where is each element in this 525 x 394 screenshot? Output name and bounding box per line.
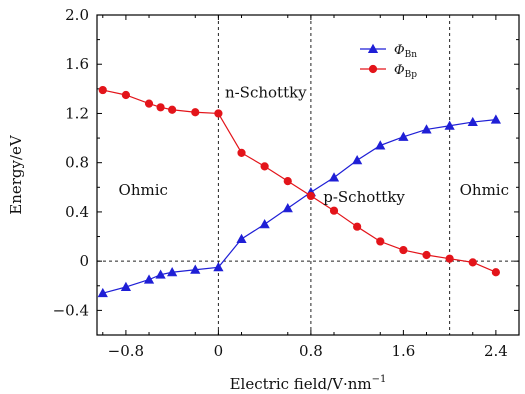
y-tick-label: −0.4 — [53, 301, 89, 319]
y-tick-label: 1.2 — [65, 104, 89, 122]
y-axis-title: Energy/eV — [7, 134, 25, 215]
data-point-bn — [167, 267, 178, 277]
data-point-bp — [144, 99, 154, 108]
data-point-bn — [97, 287, 108, 298]
y-tick-label: 2.0 — [65, 6, 89, 24]
x-tick-label: 0.8 — [299, 342, 323, 360]
legend-item-phi-bn: ΦBn — [360, 43, 417, 60]
data-point-bp — [399, 245, 408, 255]
y-tick-label: 0 — [79, 252, 89, 270]
data-point-bn — [259, 219, 270, 229]
region-labels: Ohmic n-Schottky p-Schottky Ohmic — [119, 84, 509, 207]
legend-label-subscript: Bp — [405, 70, 418, 80]
x-axis-title: Electric field/V·nm−1 — [230, 374, 387, 393]
plot-frame — [96, 14, 520, 336]
y-tick-label: 0.8 — [65, 154, 89, 172]
x-tick-label: 1.6 — [391, 342, 415, 360]
data-point-bp — [237, 148, 246, 157]
data-point-bp — [468, 258, 477, 267]
legend-label: ΦBn — [394, 43, 417, 60]
data-point-bp — [168, 105, 177, 114]
data-point-bp — [98, 85, 107, 95]
data-point-bn — [490, 114, 501, 124]
x-axis-title-exponent: −1 — [372, 374, 387, 385]
legend-marker — [368, 64, 378, 74]
x-tick-label: 2.4 — [484, 342, 508, 360]
x-axis-title-text: Electric field/V·nm — [230, 375, 372, 393]
reference-lines — [97, 15, 519, 335]
data-point-bp — [214, 109, 223, 118]
data-point-bn — [190, 264, 201, 274]
region-label: p-Schottky — [323, 188, 405, 206]
data-point-bp — [491, 268, 500, 277]
series-line-bn — [102, 119, 496, 294]
data-point-bn — [328, 172, 340, 182]
data-point-bp — [422, 250, 431, 260]
legend-label-symbol: Φ — [394, 43, 405, 58]
data-point-bp — [445, 254, 454, 263]
data-point-bp — [283, 177, 292, 186]
legend-label-subscript: Bn — [405, 50, 418, 60]
legend-label-symbol: Φ — [394, 63, 405, 78]
data-point-bn — [398, 131, 409, 141]
x-tick-label: −0.8 — [108, 342, 144, 360]
data-point-bp — [260, 162, 269, 171]
data-point-bn — [444, 120, 455, 130]
data-point-bn — [352, 155, 363, 165]
series-layer — [97, 85, 501, 298]
data-point-bn — [155, 269, 166, 279]
data-point-bp — [156, 103, 165, 112]
legend-item-phi-bp: ΦBp — [360, 63, 417, 80]
region-label: Ohmic — [119, 181, 168, 199]
data-point-bp — [191, 108, 200, 117]
y-tick-label: 0.4 — [65, 203, 89, 221]
data-point-bp — [329, 206, 339, 215]
y-tick-label: 1.6 — [65, 55, 89, 73]
series-bn — [97, 114, 501, 298]
region-label: Ohmic — [460, 181, 509, 199]
legend-label: ΦBp — [394, 63, 417, 80]
x-tick-label: 0 — [214, 342, 224, 360]
tick-labels: −0.8 0 0.8 1.6 2.4 −0.4 0 0.4 0.8 1.2 1.6 2.0 — [53, 6, 508, 360]
data-point-bp — [353, 222, 362, 231]
data-point-bp — [121, 90, 131, 100]
legend: ΦBn ΦBp — [360, 43, 417, 80]
data-point-bn — [143, 274, 155, 284]
region-label: n-Schottky — [225, 84, 307, 102]
data-point-bn — [421, 124, 432, 134]
legend-marker — [367, 43, 379, 53]
data-point-bp — [306, 191, 315, 201]
data-point-bn — [120, 281, 132, 291]
data-point-bn — [236, 233, 247, 243]
data-point-bn — [213, 262, 224, 272]
axis-ticks — [97, 14, 520, 336]
series-bp — [98, 85, 500, 277]
data-point-bn — [467, 116, 478, 127]
data-point-bn — [282, 203, 293, 213]
data-point-bp — [376, 237, 385, 246]
data-point-bn — [375, 140, 386, 150]
